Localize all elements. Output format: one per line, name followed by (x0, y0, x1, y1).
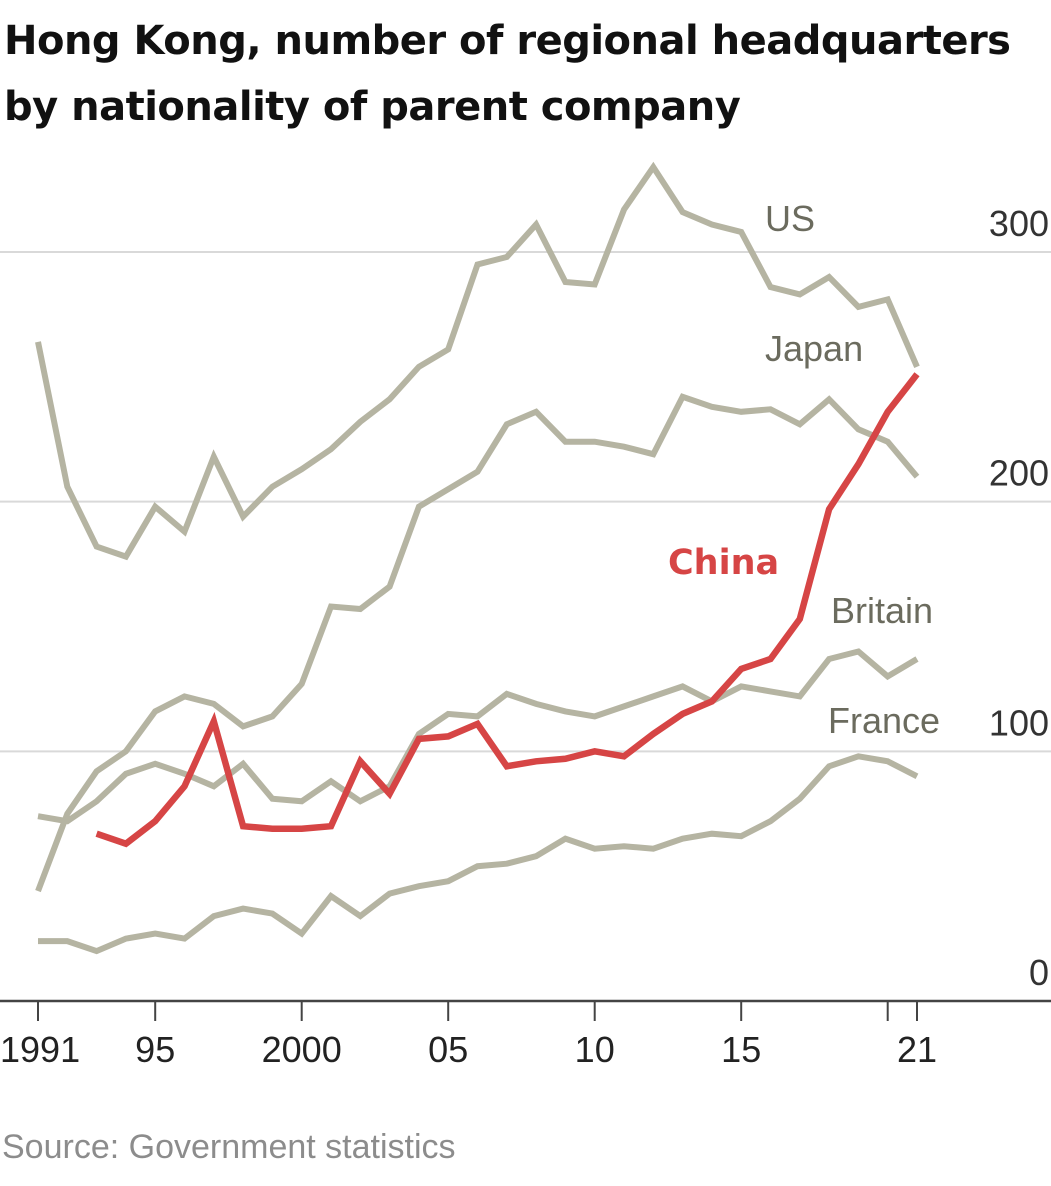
series-lines (35, 161, 920, 955)
x-tick-label-1995: 95 (135, 1029, 175, 1070)
series-line-china (95, 372, 920, 848)
series-line-france (38, 753, 919, 955)
x-tick-labels: 1991 95 2000 05 10 15 21 (0, 1029, 937, 1070)
gridlines (0, 251, 1051, 753)
x-tick-label-2005: 05 (428, 1029, 468, 1070)
x-tick-label-2010: 10 (575, 1029, 615, 1070)
y-tick-label-200: 200 (989, 453, 1049, 494)
series-line-britain (37, 648, 919, 825)
series-line-japan (35, 393, 920, 893)
series-label-japan: Japan (765, 328, 863, 369)
y-tick-labels: 0 100 200 300 (989, 203, 1049, 993)
x-tick-label-1991: 1991 (0, 1029, 80, 1070)
source-note: Source: Government statistics (2, 1128, 456, 1166)
x-tick-label-2021: 21 (897, 1029, 937, 1070)
x-tick-label-2000: 2000 (262, 1029, 342, 1070)
title-line-1: Hong Kong, number of regional headquarte… (4, 18, 1011, 64)
series-labels: US Japan Britain France China (668, 198, 940, 741)
series-label-britain: Britain (831, 590, 933, 631)
title-line-2: by nationality of parent company (4, 84, 741, 130)
series-label-france: France (828, 700, 940, 741)
x-axis (0, 999, 1051, 1021)
y-tick-label-300: 300 (989, 203, 1049, 244)
series-line-us (35, 161, 920, 561)
y-tick-label-0: 0 (1029, 952, 1049, 993)
y-tick-label-100: 100 (989, 702, 1049, 743)
x-tick-label-2015: 15 (721, 1029, 761, 1070)
line-chart: US Japan Britain France China 0 100 200 300 199… (0, 161, 1051, 1070)
series-label-us: US (765, 198, 815, 239)
series-label-china: China (668, 543, 779, 583)
chart-title: Hong Kong, number of regional headquarte… (4, 8, 1044, 140)
